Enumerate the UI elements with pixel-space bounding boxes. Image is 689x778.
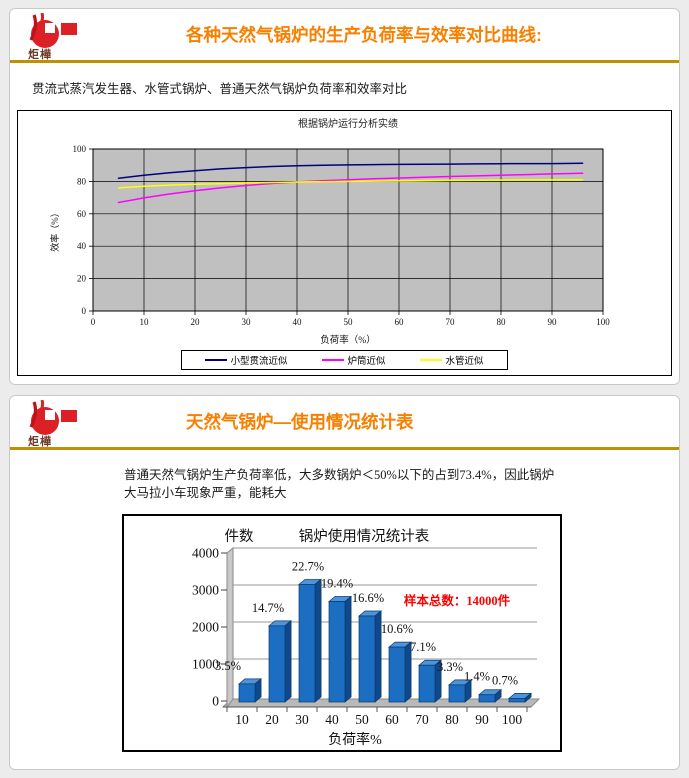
svg-text:30: 30: [242, 317, 252, 327]
svg-text:70: 70: [446, 317, 456, 327]
slide2-header: 炬樺 天然气锅炉—使用情况统计表: [10, 396, 679, 450]
legend-label: 炉筒近似: [347, 357, 386, 367]
svg-text:10: 10: [235, 712, 249, 727]
bar-percent-label: 3.5%: [215, 659, 241, 673]
svg-text:0: 0: [91, 317, 96, 327]
legend-item: 小型贯流近似: [205, 353, 288, 367]
svg-text:1000: 1000: [192, 657, 219, 672]
svg-text:100: 100: [596, 317, 610, 327]
y-axis-label: 效率（%）: [49, 208, 60, 252]
svg-text:3000: 3000: [192, 583, 219, 598]
bar-percent-label: 0.7%: [492, 674, 518, 688]
legend-item: 炉筒近似: [322, 353, 386, 367]
svg-text:30: 30: [295, 712, 309, 727]
svg-text:10: 10: [140, 317, 150, 327]
chart-title: 根据锅炉运行分析实绩: [298, 117, 398, 130]
bar-percent-label: 16.6%: [352, 591, 384, 605]
bar-percent-label: 22.7%: [292, 560, 324, 574]
y-axis-title: 件数: [225, 528, 254, 545]
bar-percent-label: 19.4%: [321, 577, 353, 591]
flame-logo-icon: [29, 13, 77, 48]
x-axis-label: 负荷率（%）: [320, 334, 375, 346]
bar-percent-label: 3.3%: [437, 660, 463, 674]
company-logo: 炬樺: [22, 13, 82, 62]
chart-title: 锅炉使用情况统计表: [299, 528, 430, 545]
svg-text:90: 90: [475, 712, 489, 727]
slide2-body-text: 普通天然气锅炉生产负荷率低，大多数锅炉＜50%以下的占到73.4%，因此锅炉大马…: [124, 468, 555, 501]
bar-chart-container: 件数 锅炉使用情况统计表 0 1000 2000 3000 4000 3.5% 14.7% 22.…: [122, 514, 562, 753]
bar-percent-label: 10.6%: [381, 622, 413, 636]
svg-text:40: 40: [325, 712, 339, 727]
legend-label: 小型贯流近似: [230, 357, 288, 367]
line-chart-container: 根据锅炉运行分析实绩 0 20 40 60 80 100 0 10 20 30 40 50 60 70 80 9…: [17, 110, 672, 376]
x-axis-title: 负荷率%: [328, 731, 382, 748]
svg-text:70: 70: [415, 712, 429, 727]
logo-text: 炬樺: [28, 436, 52, 448]
svg-text:40: 40: [293, 317, 303, 327]
flame-logo-icon: [29, 400, 77, 435]
svg-text:40: 40: [77, 241, 87, 251]
legend-label: 水管近似: [445, 357, 484, 367]
legend-item: 水管近似: [420, 353, 484, 367]
svg-text:80: 80: [497, 317, 507, 327]
legend-line-swatch: [322, 359, 345, 361]
svg-text:80: 80: [77, 176, 87, 186]
svg-text:90: 90: [548, 317, 558, 327]
slide-1: 炬樺 各种天然气锅炉的生产负荷率与效率对比曲线: 贯流式蒸汽发生器、水管式锅炉、…: [9, 8, 680, 385]
sample-total-annotation: 样本总数：14000件: [404, 593, 511, 608]
svg-text:60: 60: [385, 712, 399, 727]
svg-text:2000: 2000: [192, 620, 219, 635]
slide1-subtitle: 贯流式蒸汽发生器、水管式锅炉、普通天然气锅炉负荷率和效率对比: [32, 82, 408, 96]
usage-bar-chart: 件数 锅炉使用情况统计表 0 1000 2000 3000 4000 3.5% 14.7% 22.…: [124, 516, 560, 750]
svg-text:80: 80: [445, 712, 459, 727]
bar-percent-label: 1.4%: [464, 670, 490, 684]
svg-text:60: 60: [77, 209, 87, 219]
slide1-header: 炬樺 各种天然气锅炉的生产负荷率与效率对比曲线:: [10, 9, 679, 63]
svg-text:0: 0: [212, 694, 219, 709]
bar-percent-label: 14.7%: [252, 601, 284, 615]
svg-text:60: 60: [395, 317, 405, 327]
slide2-title: 天然气锅炉—使用情况统计表: [186, 412, 414, 432]
company-logo: 炬樺: [22, 400, 82, 449]
legend-line-swatch: [420, 359, 443, 361]
svg-text:20: 20: [77, 274, 87, 284]
legend-line-swatch: [205, 359, 228, 361]
svg-text:100: 100: [502, 712, 523, 727]
line-chart-legend: 小型贯流近似 炉筒近似 水管近似: [181, 350, 508, 370]
bar-percent-label: 7.1%: [410, 640, 436, 654]
svg-text:20: 20: [265, 712, 279, 727]
efficiency-line-chart: 根据锅炉运行分析实绩 0 20 40 60 80 100 0 10 20 30 40 50 60 70 80 9…: [18, 111, 671, 349]
slide1-title: 各种天然气锅炉的生产负荷率与效率对比曲线:: [186, 25, 542, 45]
slide-2: 炬樺 天然气锅炉—使用情况统计表 普通天然气锅炉生产负荷率低，大多数锅炉＜50%…: [9, 395, 680, 770]
svg-text:100: 100: [73, 144, 87, 154]
svg-text:50: 50: [344, 317, 354, 327]
svg-text:20: 20: [191, 317, 201, 327]
svg-text:50: 50: [355, 712, 369, 727]
svg-text:0: 0: [82, 306, 87, 316]
svg-text:4000: 4000: [192, 546, 219, 561]
logo-text: 炬樺: [28, 49, 52, 61]
